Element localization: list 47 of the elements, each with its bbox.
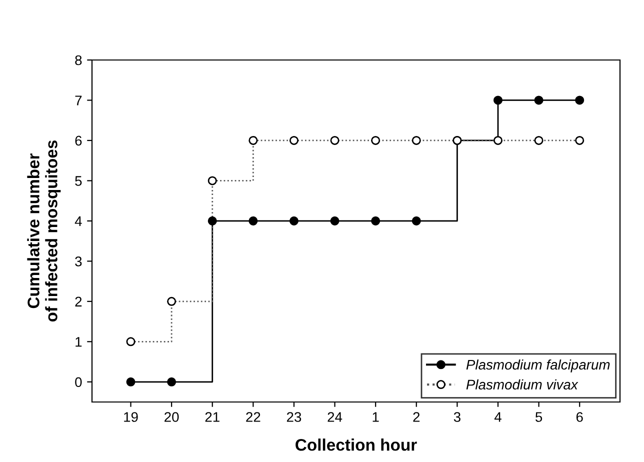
point: [248, 136, 258, 145]
y-axis-title: Cumulative number of infected mosquitoes: [27, 140, 61, 322]
y-tick-label: 8: [75, 55, 82, 66]
y-tick-label: 6: [75, 136, 82, 146]
y-tick-label: 2: [75, 296, 82, 306]
x-tick-label: 22: [246, 412, 260, 422]
x-tick-label: 4: [494, 412, 502, 422]
point: [248, 216, 258, 226]
x-tick-label: 19: [124, 412, 138, 422]
y-tick-label: 4: [74, 216, 82, 226]
x-tick-label: 6: [576, 412, 583, 422]
point: [330, 216, 340, 226]
point: [493, 136, 503, 145]
point: [534, 96, 544, 105]
point: [493, 96, 503, 105]
y-tick-label: 3: [75, 256, 82, 266]
point: [330, 136, 340, 145]
x-tick-label: 2: [413, 412, 420, 422]
point: [167, 377, 176, 386]
point: [412, 136, 421, 145]
x-tick-label: 23: [286, 412, 302, 422]
point: [208, 176, 217, 186]
y-tick-label: 7: [75, 96, 82, 106]
x-tick-label: 1: [372, 412, 379, 422]
point: [126, 377, 136, 386]
point: [575, 96, 584, 105]
point: [575, 136, 584, 145]
point: [289, 136, 298, 145]
point: [167, 296, 176, 306]
x-axis-title: Collection hour: [296, 438, 417, 451]
point: [371, 216, 380, 226]
point: [534, 136, 544, 145]
point: [208, 216, 217, 226]
point: [126, 337, 136, 346]
y-tick-label: 5: [75, 176, 82, 186]
x-tick-label: 21: [205, 412, 220, 422]
point: [371, 136, 380, 145]
y-tick-label: 0: [75, 377, 82, 388]
x-tick-label: 24: [328, 412, 342, 422]
point: [412, 216, 421, 226]
legend-label: Plasmodium falciparum: [466, 359, 610, 372]
x-tick-label: 5: [535, 412, 542, 422]
x-tick-label: 3: [454, 412, 460, 422]
legend-label: Plasmodium vivax: [466, 379, 578, 390]
point: [289, 216, 298, 226]
x-tick-label: 20: [164, 412, 179, 422]
y-tick-label: 1: [76, 337, 82, 347]
